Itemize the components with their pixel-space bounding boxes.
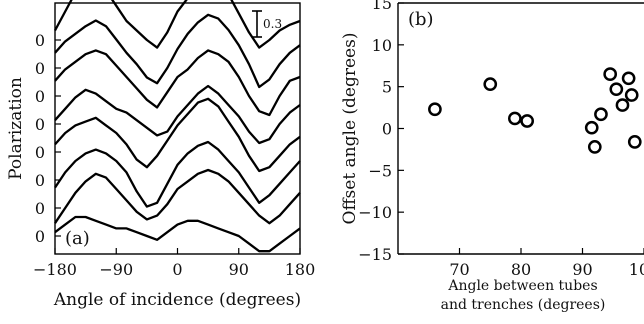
x-tick-label-b-2: 90: [572, 260, 592, 279]
panel-label-b: (b): [408, 9, 434, 30]
polarization-trace-5: [54, 140, 301, 208]
y-axis-label-b: Offset angle (degrees): [340, 33, 360, 225]
polarization-trace-7: [54, 215, 301, 253]
x-axis-label-b-line1: Angle between tubes: [447, 278, 597, 294]
data-point-8: [609, 82, 624, 97]
y-tick-label-b-3: 0: [382, 120, 392, 139]
y-axis-label-a: Polarization: [6, 77, 26, 180]
y-tick-label-b-0: 15: [372, 0, 392, 13]
x-tick-label-a-1: −90: [99, 260, 133, 279]
y-tick-label-a-7: 0: [35, 227, 45, 246]
data-point-3: [520, 114, 535, 128]
x-tick-label-a-3: 90: [229, 260, 249, 279]
polarization-trace-2: [54, 49, 301, 117]
y-tick-label-a-2: 0: [35, 87, 45, 106]
x-axis-label-a: Angle of incidence (degrees): [53, 290, 301, 310]
y-tick-label-a-6: 0: [35, 199, 45, 218]
data-point-11: [624, 88, 639, 102]
x-tick-label-b-3: 100: [629, 260, 644, 279]
y-tick-label-b-4: −5: [368, 161, 392, 180]
polarization-trace-3: [54, 84, 301, 145]
y-tick-label-a-5: 0: [35, 171, 45, 190]
data-point-4: [584, 120, 599, 135]
y-tick-label-a-1: 0: [35, 59, 45, 78]
polarization-trace-1: [54, 13, 301, 89]
x-tick-label-a-0: −180: [33, 260, 77, 279]
x-tick-label-b-1: 80: [511, 260, 531, 279]
x-tick-label-a-2: 0: [172, 260, 182, 279]
scale-bar-label: 0.3: [263, 17, 282, 31]
data-point-1: [483, 77, 498, 92]
y-tick-label-a-3: 0: [35, 115, 45, 134]
data-point-9: [615, 98, 630, 112]
x-axis-label-b-line2: and trenches (degrees): [441, 297, 606, 313]
data-point-6: [594, 107, 608, 122]
polarization-trace-6: [54, 168, 301, 225]
y-tick-label-a-4: 0: [35, 143, 45, 162]
y-tick-label-b-5: −10: [358, 203, 392, 222]
data-point-7: [603, 67, 618, 81]
data-point-5: [587, 140, 602, 154]
y-tick-label-a-0: 0: [35, 31, 45, 50]
polarization-trace-4: [54, 97, 301, 173]
x-tick-label-a-4: 180: [285, 260, 316, 279]
x-tick-label-b-0: 70: [449, 260, 469, 279]
panel-label-a: (a): [65, 228, 90, 249]
data-point-10: [621, 71, 636, 86]
data-point-12: [627, 135, 642, 149]
y-tick-label-b-2: 5: [382, 78, 392, 97]
data-point-0: [428, 102, 442, 117]
y-tick-label-b-1: 10: [372, 36, 392, 55]
y-tick-label-b-6: −15: [358, 245, 392, 264]
panel-a-frame: [54, 2, 301, 255]
polarization-trace-0: [53, 0, 301, 49]
data-point-2: [507, 111, 522, 126]
